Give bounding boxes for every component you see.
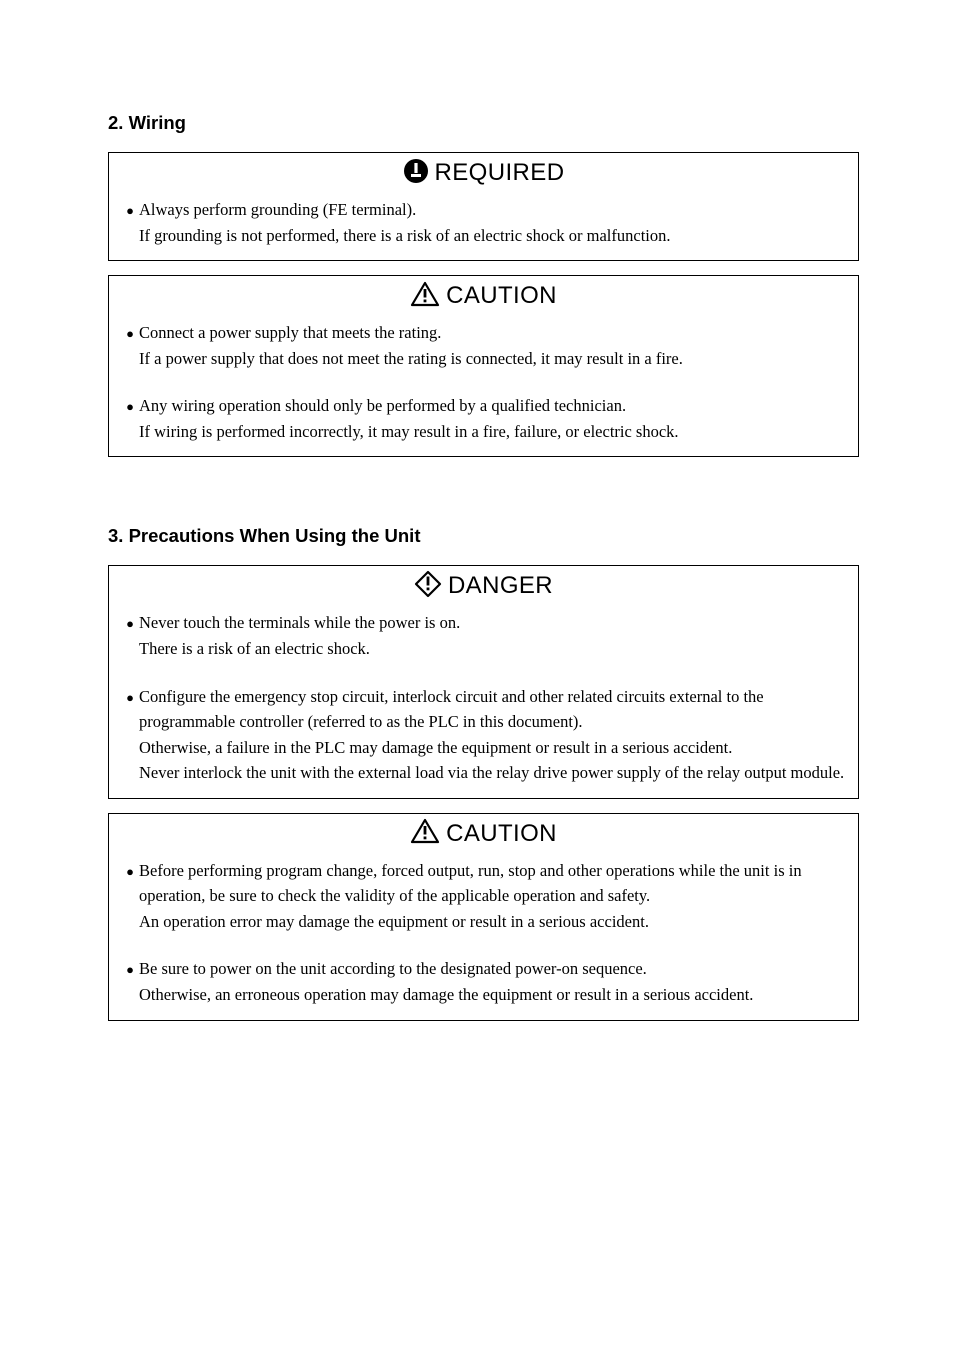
caution-title-text: CAUTION: [446, 282, 557, 310]
paragraph-gap: [121, 664, 846, 684]
bullet-line: There is a risk of an electric shock.: [139, 636, 846, 662]
bullet-item: ● Always perform grounding (FE terminal)…: [121, 197, 846, 248]
bullet-line: If wiring is performed incorrectly, it m…: [139, 419, 846, 445]
bullet-text: Always perform grounding (FE terminal). …: [139, 197, 846, 248]
page-content: 2. Wiring REQUIRED ● Always perform grou…: [0, 0, 954, 1021]
bullet-marker: ●: [121, 858, 139, 882]
danger-box: DANGER ● Never touch the terminals while…: [108, 565, 859, 798]
danger-title-text: DANGER: [448, 572, 553, 600]
bullet-item: ● Be sure to power on the unit according…: [121, 956, 846, 1007]
bullet-marker: ●: [121, 956, 139, 980]
bullet-marker: ●: [121, 610, 139, 634]
bullet-line: Any wiring operation should only be perf…: [139, 393, 846, 419]
section-gap: [108, 471, 859, 525]
required-box: REQUIRED ● Always perform grounding (FE …: [108, 152, 859, 261]
caution-box: CAUTION ● Before performing program chan…: [108, 813, 859, 1021]
bullet-text: Configure the emergency stop circuit, in…: [139, 684, 846, 786]
bullet-text: Be sure to power on the unit according t…: [139, 956, 846, 1007]
bullet-item: ● Any wiring operation should only be pe…: [121, 393, 846, 444]
required-body: ● Always perform grounding (FE terminal)…: [109, 193, 858, 254]
caution-title-text: CAUTION: [446, 820, 557, 848]
bullet-line: Otherwise, a failure in the PLC may dama…: [139, 735, 846, 761]
caution-box: CAUTION ● Connect a power supply that me…: [108, 275, 859, 457]
bullet-text: Before performing program change, forced…: [139, 858, 846, 935]
bullet-item: ● Before performing program change, forc…: [121, 858, 846, 935]
bullet-line: An operation error may damage the equipm…: [139, 909, 846, 935]
bullet-marker: ●: [121, 320, 139, 344]
danger-body: ● Never touch the terminals while the po…: [109, 606, 858, 791]
bullet-text: Never touch the terminals while the powe…: [139, 610, 846, 661]
caution-body: ● Connect a power supply that meets the …: [109, 316, 858, 450]
section-2-heading: 2. Wiring: [108, 112, 859, 134]
required-title-row: REQUIRED: [109, 153, 858, 193]
bullet-line: Configure the emergency stop circuit, in…: [139, 684, 846, 735]
bullet-line: If grounding is not performed, there is …: [139, 223, 846, 249]
bullet-line: Be sure to power on the unit according t…: [139, 956, 846, 982]
bullet-item: ● Configure the emergency stop circuit, …: [121, 684, 846, 786]
danger-title-row: DANGER: [109, 566, 858, 606]
bullet-text: Connect a power supply that meets the ra…: [139, 320, 846, 371]
bullet-line: Connect a power supply that meets the ra…: [139, 320, 846, 346]
bullet-item: ● Connect a power supply that meets the …: [121, 320, 846, 371]
section-3-heading: 3. Precautions When Using the Unit: [108, 525, 859, 547]
bullet-line: Never interlock the unit with the extern…: [139, 760, 846, 786]
bullet-marker: ●: [121, 393, 139, 417]
bullet-line: Never touch the terminals while the powe…: [139, 610, 846, 636]
required-title-text: REQUIRED: [435, 159, 565, 187]
bullet-text: Any wiring operation should only be perf…: [139, 393, 846, 444]
paragraph-gap: [121, 373, 846, 393]
caution-icon: [410, 281, 440, 312]
caution-icon: [410, 818, 440, 849]
bullet-line: Before performing program change, forced…: [139, 858, 846, 909]
danger-icon: [414, 570, 442, 603]
bullet-item: ● Never touch the terminals while the po…: [121, 610, 846, 661]
required-icon: [403, 158, 429, 189]
paragraph-gap: [121, 936, 846, 956]
bullet-line: Otherwise, an erroneous operation may da…: [139, 982, 846, 1008]
bullet-line: Always perform grounding (FE terminal).: [139, 197, 846, 223]
caution-body: ● Before performing program change, forc…: [109, 854, 858, 1014]
bullet-marker: ●: [121, 197, 139, 221]
caution-title-row: CAUTION: [109, 276, 858, 316]
bullet-line: If a power supply that does not meet the…: [139, 346, 846, 372]
bullet-marker: ●: [121, 684, 139, 708]
caution-title-row: CAUTION: [109, 814, 858, 854]
